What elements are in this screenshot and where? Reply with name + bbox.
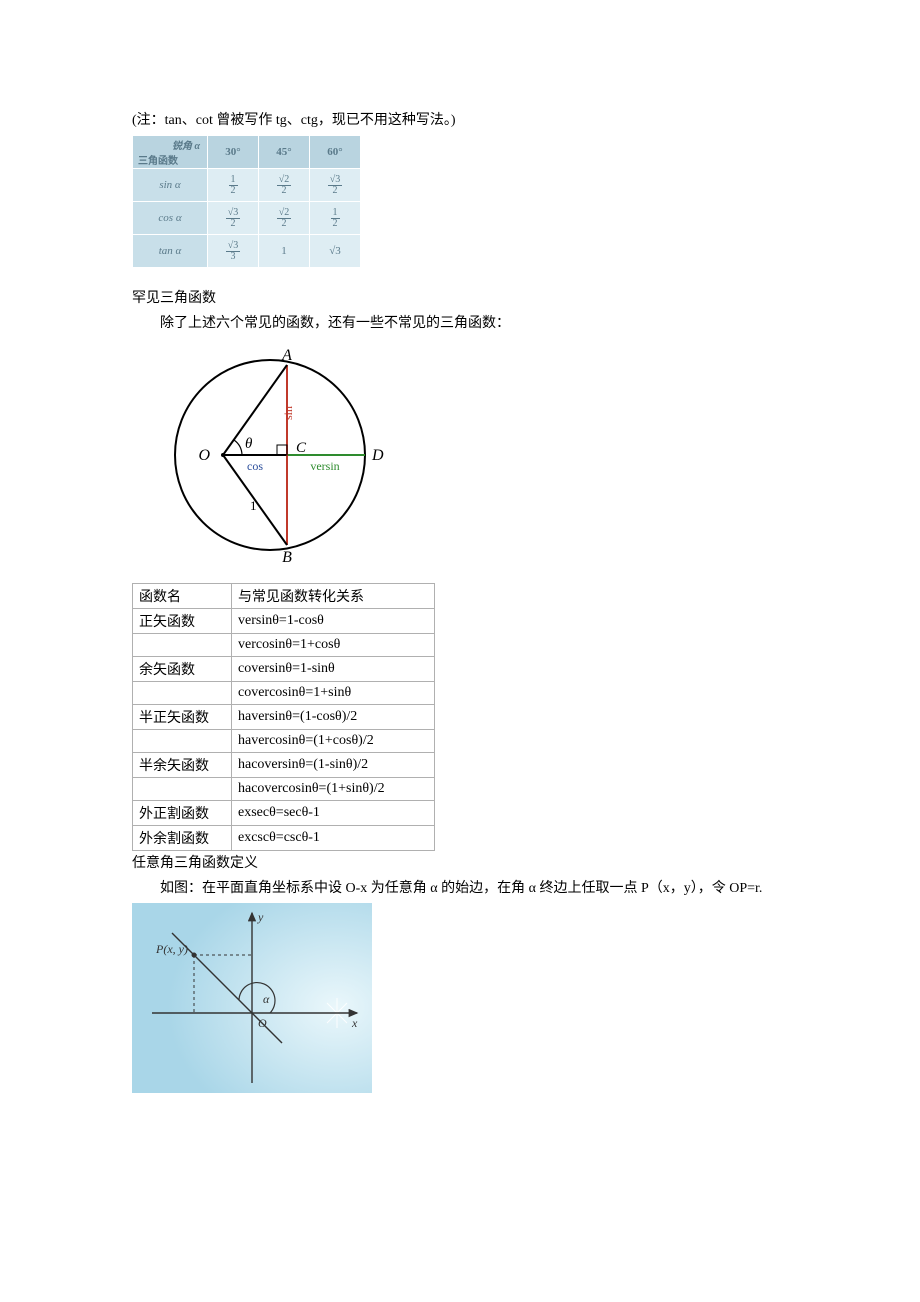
trig-corner-bottom: 三角函数 — [134, 152, 206, 167]
svg-text:cos: cos — [247, 459, 263, 473]
note-line: (注：tan、cot 曾被写作 tg、ctg，现已不用这种写法。) — [132, 110, 790, 131]
svg-text:O: O — [198, 447, 210, 464]
rare-cell: hacovercosinθ=(1+sinθ)/2 — [232, 778, 435, 801]
circle-diagram: A B O C D θ sin cos versin 1 — [160, 340, 790, 575]
tan-45: 1 — [259, 235, 310, 268]
svg-text:1: 1 — [250, 498, 257, 513]
row-cos: cos α — [133, 202, 208, 235]
svg-text:O: O — [258, 1016, 267, 1030]
cos-45: √22 — [259, 202, 310, 235]
rare-cell — [133, 778, 232, 801]
rare-cell: 外余割函数 — [133, 826, 232, 851]
arb-heading: 任意角三角函数定义 — [132, 853, 790, 874]
svg-text:versin: versin — [310, 459, 339, 473]
rare-cell: 外正割函数 — [133, 801, 232, 826]
svg-text:x: x — [351, 1016, 358, 1030]
rare-header-name: 函数名 — [133, 584, 232, 609]
rare-cell: covercosinθ=1+sinθ — [232, 682, 435, 705]
rare-cell: exsecθ=secθ-1 — [232, 801, 435, 826]
trig-values-table: 锐角 α 三角函数 30° 45° 60° sin α 12 √22 √32 c… — [132, 135, 361, 268]
row-sin: sin α — [133, 169, 208, 202]
rare-header-rel: 与常见函数转化关系 — [232, 584, 435, 609]
coord-figure: y x O P(x, y) α — [132, 903, 790, 1098]
angle-30: 30° — [208, 136, 259, 169]
sin-45: √22 — [259, 169, 310, 202]
rare-cell: excscθ=cscθ-1 — [232, 826, 435, 851]
angle-45: 45° — [259, 136, 310, 169]
rare-intro: 除了上述六个常见的函数，还有一些不常见的三角函数： — [132, 313, 790, 334]
arb-para: 如图：在平面直角坐标系中设 O-x 为任意角 α 的始边，在角 α 终边上任取一… — [132, 878, 790, 899]
rare-cell: 半余矢函数 — [133, 753, 232, 778]
svg-text:D: D — [371, 447, 384, 464]
svg-text:B: B — [282, 549, 292, 566]
svg-text:C: C — [296, 440, 307, 456]
rare-cell: hacoversinθ=(1-sinθ)/2 — [232, 753, 435, 778]
cos-60: 12 — [310, 202, 361, 235]
angle-60: 60° — [310, 136, 361, 169]
svg-text:P(x, y): P(x, y) — [155, 942, 188, 956]
svg-text:A: A — [281, 347, 292, 364]
sin-60: √32 — [310, 169, 361, 202]
rare-cell: vercosinθ=1+cosθ — [232, 634, 435, 657]
svg-text:sin: sin — [281, 406, 295, 420]
rare-heading: 罕见三角函数 — [132, 288, 790, 309]
rare-cell: coversinθ=1-sinθ — [232, 657, 435, 682]
svg-text:θ: θ — [245, 436, 253, 452]
rare-cell: versinθ=1-cosθ — [232, 609, 435, 634]
sin-30: 12 — [208, 169, 259, 202]
rare-cell: 半正矢函数 — [133, 705, 232, 730]
rare-cell — [133, 730, 232, 753]
rare-cell: havercosinθ=(1+cosθ)/2 — [232, 730, 435, 753]
cos-30: √32 — [208, 202, 259, 235]
rare-cell: haversinθ=(1-cosθ)/2 — [232, 705, 435, 730]
rare-cell: 正矢函数 — [133, 609, 232, 634]
tan-30: √33 — [208, 235, 259, 268]
rare-cell — [133, 682, 232, 705]
tan-60: √3 — [310, 235, 361, 268]
rare-cell: 余矢函数 — [133, 657, 232, 682]
svg-text:y: y — [257, 910, 264, 924]
row-tan: tan α — [133, 235, 208, 268]
trig-corner-top: 锐角 α — [134, 137, 206, 152]
trig-corner: 锐角 α 三角函数 — [133, 136, 208, 169]
rare-cell — [133, 634, 232, 657]
svg-text:α: α — [263, 992, 270, 1006]
rare-functions-table: 函数名 与常见函数转化关系 正矢函数versinθ=1-cosθ vercosi… — [132, 583, 435, 851]
